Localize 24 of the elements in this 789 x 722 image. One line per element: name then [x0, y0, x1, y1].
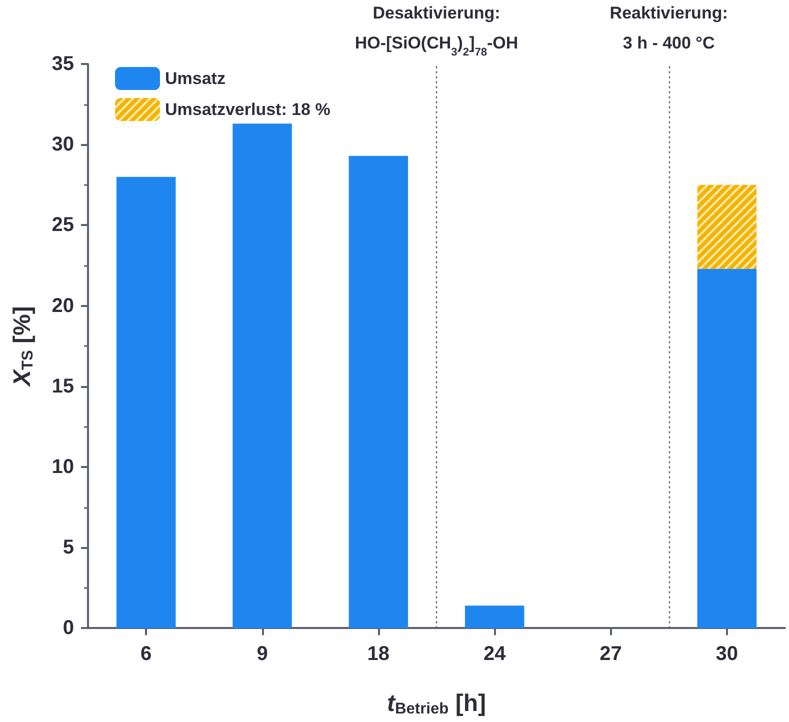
- x-tick-label: 24: [483, 643, 507, 666]
- y-tick-label: 30: [52, 134, 74, 156]
- x-tick-label: 18: [367, 643, 390, 666]
- bar: [464, 606, 524, 628]
- y-tick-label: 5: [62, 536, 74, 559]
- y-tick-label: 15: [52, 375, 74, 398]
- x-tick-label: 9: [256, 643, 268, 666]
- y-tick-label: 35: [52, 53, 74, 75]
- legend-label: Umsatz: [165, 69, 226, 88]
- bar: [348, 156, 408, 628]
- x-axis-title: tBetrieb [h]: [386, 690, 486, 718]
- y-tick-label: 0: [62, 617, 74, 640]
- bar: [116, 176, 176, 628]
- legend-label: Umsatzverlust: 18 %: [165, 100, 330, 119]
- y-tick-label: 10: [52, 456, 74, 478]
- x-tick-label: 6: [140, 643, 152, 666]
- bar: [697, 268, 757, 628]
- y-tick-label: 20: [52, 294, 74, 317]
- text: Reaktivierung: 3 h - 400 °C: [610, 4, 728, 52]
- bar: [232, 124, 292, 628]
- x-tick-label: 27: [600, 643, 622, 666]
- x-tick-label: 30: [716, 643, 738, 666]
- y-axis-title: XTS [%]: [9, 306, 36, 388]
- y-tick-label: 25: [52, 214, 74, 236]
